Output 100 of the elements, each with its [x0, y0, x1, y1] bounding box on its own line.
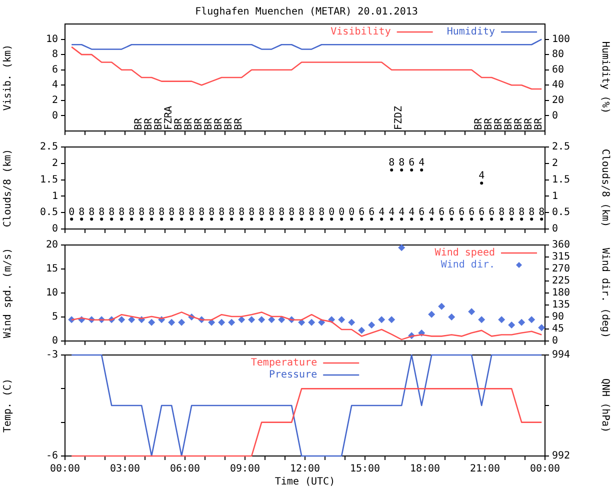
point [160, 218, 164, 221]
point [320, 218, 324, 221]
y2-tick-label: 225 [552, 276, 570, 287]
annotation: 8 [228, 206, 235, 218]
point [338, 316, 346, 324]
y2-tick-label: 90 [552, 312, 564, 323]
annotation: 0 [328, 206, 335, 218]
point [130, 218, 134, 221]
point [410, 168, 414, 172]
annotation: BR [134, 116, 145, 130]
point [330, 218, 334, 221]
point [448, 314, 456, 320]
annotation: 8 [178, 206, 185, 218]
annotation: 6 [368, 206, 375, 218]
point [420, 218, 424, 221]
y-tick-label: 0 [52, 224, 58, 235]
x-tick-label: 21:00 [470, 464, 500, 475]
y-tick-label: 4 [52, 80, 58, 91]
annotation: BR [524, 116, 535, 130]
annotation: 8 [118, 206, 125, 218]
point [258, 316, 266, 324]
x-tick-label: 06:00 [170, 464, 200, 475]
annotation: 4 [418, 158, 425, 169]
point [128, 316, 136, 324]
annotation: 8 [98, 206, 105, 218]
x-tick-label: 03:00 [110, 464, 140, 475]
y-axis-title: Wind spd. (m/s) [2, 248, 14, 338]
annotation: FZDZ [394, 106, 405, 130]
x-tick-label: 15:00 [350, 464, 380, 475]
annotation: 0 [68, 206, 75, 218]
point [290, 218, 294, 221]
point [148, 318, 156, 326]
annotation: 8 [268, 206, 275, 218]
y-tick-label: -3 [46, 350, 58, 361]
point [180, 218, 184, 221]
point [220, 218, 224, 221]
point [308, 318, 316, 326]
annotation: 8 [538, 206, 545, 218]
annotation: 8 [248, 206, 255, 218]
point [400, 218, 404, 221]
y2-tick-label: 0 [552, 336, 558, 347]
annotation: BR [484, 116, 495, 130]
annotation: 4 [408, 206, 415, 218]
point [268, 316, 276, 324]
x-tick-label: 12:00 [290, 464, 320, 475]
point [230, 218, 234, 221]
annotation: 8 [398, 158, 405, 169]
y-tick-label: 1.5 [40, 174, 58, 186]
annotation: 6 [358, 206, 365, 218]
y2-tick-label: 1.5 [552, 174, 570, 186]
point [90, 218, 94, 221]
point [190, 218, 194, 221]
point [358, 326, 366, 334]
annotation: BR [204, 116, 215, 130]
annotation: 4 [478, 170, 485, 182]
point [450, 218, 454, 221]
annotation: 8 [298, 206, 305, 218]
annotation: 8 [518, 206, 525, 218]
y-tick-label: 0 [52, 110, 58, 122]
point [250, 218, 254, 221]
annotation: 8 [508, 206, 515, 218]
point [410, 218, 414, 221]
annotation: BR [534, 116, 545, 130]
point [170, 218, 174, 221]
point [368, 322, 376, 328]
point [178, 318, 186, 326]
point [228, 318, 236, 326]
legend-label: Temperature [250, 358, 318, 369]
legend-label: Wind dir. [440, 260, 496, 271]
annotation: BR [474, 116, 485, 130]
y-tick-label: 2 [52, 158, 58, 169]
y-tick-label: 0 [52, 336, 58, 347]
y-axis-title: Clouds/8 (km) [2, 148, 14, 228]
y2-tick-label: 45 [552, 324, 564, 335]
y2-tick-label: 315 [552, 252, 570, 263]
y-tick-label: 10 [46, 34, 58, 45]
annotation: 8 [318, 206, 325, 218]
annotation: BR [154, 116, 165, 130]
y2-tick-label: 80 [552, 49, 564, 60]
annotation: BR [234, 116, 245, 130]
point [80, 218, 84, 221]
point [430, 218, 434, 221]
annotation: 6 [478, 206, 485, 218]
x-tick-label: 09:00 [230, 464, 260, 475]
y2-tick-label: 360 [552, 240, 570, 251]
chart-title: Flughafen Muenchen (METAR) 20.01.2013 [195, 6, 418, 18]
point [310, 218, 314, 221]
point [110, 218, 114, 221]
annotation: 4 [388, 206, 395, 218]
y2-tick-label: 2 [552, 158, 558, 169]
point [520, 218, 524, 221]
annotation: FZRA [164, 106, 175, 130]
y-tick-label: 5 [52, 312, 58, 323]
annotation: 6 [408, 158, 415, 169]
point [498, 316, 506, 324]
point [300, 218, 304, 221]
x-axis-title: Time (UTC) [274, 476, 336, 488]
annotation: 8 [528, 206, 535, 218]
annotation: 8 [108, 206, 115, 218]
point [540, 218, 544, 221]
